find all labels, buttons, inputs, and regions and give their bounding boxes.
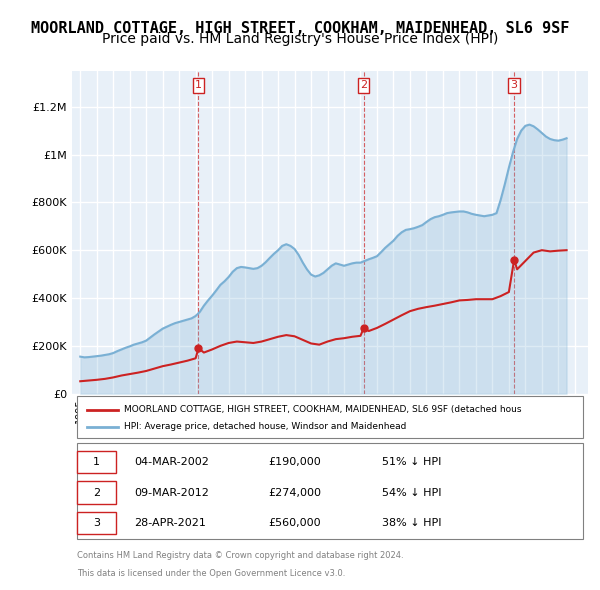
Text: 2: 2 (92, 487, 100, 497)
Text: 38% ↓ HPI: 38% ↓ HPI (382, 518, 441, 528)
Text: 2: 2 (360, 80, 367, 90)
Text: MOORLAND COTTAGE, HIGH STREET, COOKHAM, MAIDENHEAD, SL6 9SF: MOORLAND COTTAGE, HIGH STREET, COOKHAM, … (31, 21, 569, 35)
FancyBboxPatch shape (77, 481, 116, 504)
Text: Contains HM Land Registry data © Crown copyright and database right 2024.: Contains HM Land Registry data © Crown c… (77, 550, 404, 559)
Text: 54% ↓ HPI: 54% ↓ HPI (382, 487, 441, 497)
Text: HPI: Average price, detached house, Windsor and Maidenhead: HPI: Average price, detached house, Wind… (124, 422, 406, 431)
Text: £274,000: £274,000 (268, 487, 321, 497)
FancyBboxPatch shape (77, 512, 116, 534)
FancyBboxPatch shape (77, 451, 116, 473)
Text: 3: 3 (93, 518, 100, 528)
Text: 09-MAR-2012: 09-MAR-2012 (134, 487, 209, 497)
Text: Price paid vs. HM Land Registry's House Price Index (HPI): Price paid vs. HM Land Registry's House … (102, 32, 498, 47)
Text: 1: 1 (93, 457, 100, 467)
Text: 51% ↓ HPI: 51% ↓ HPI (382, 457, 441, 467)
FancyBboxPatch shape (77, 396, 583, 438)
Text: MOORLAND COTTAGE, HIGH STREET, COOKHAM, MAIDENHEAD, SL6 9SF (detached hous: MOORLAND COTTAGE, HIGH STREET, COOKHAM, … (124, 405, 521, 414)
FancyBboxPatch shape (77, 443, 583, 539)
Text: 1: 1 (195, 80, 202, 90)
Text: 28-APR-2021: 28-APR-2021 (134, 518, 206, 528)
Text: This data is licensed under the Open Government Licence v3.0.: This data is licensed under the Open Gov… (77, 569, 346, 578)
Text: 04-MAR-2002: 04-MAR-2002 (134, 457, 209, 467)
Text: £560,000: £560,000 (268, 518, 321, 528)
Text: £190,000: £190,000 (268, 457, 321, 467)
Text: 3: 3 (511, 80, 518, 90)
